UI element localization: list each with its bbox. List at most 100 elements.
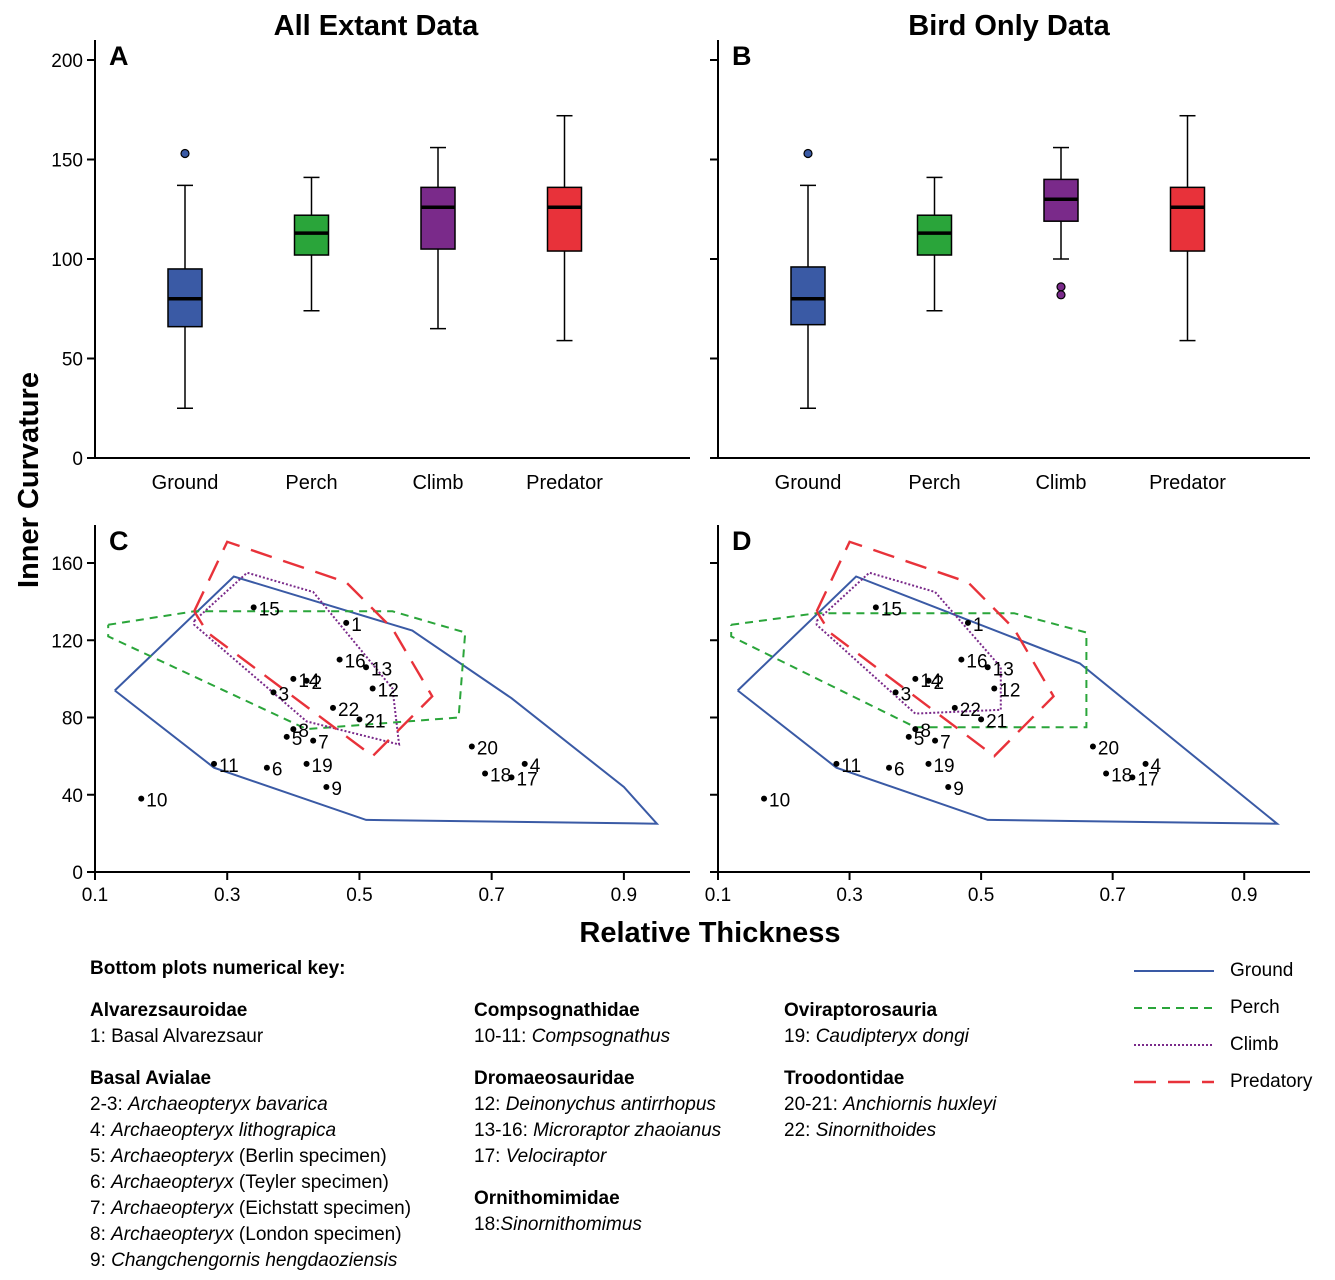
point-marker	[892, 689, 899, 696]
box-iqr	[1169, 186, 1206, 252]
specimen-point-19: 19	[303, 756, 333, 777]
x-tick-label: 0.1	[82, 885, 108, 906]
specimen-point-12: 12	[991, 681, 1020, 702]
key-entry: 22: Sinornithoides	[784, 1118, 996, 1144]
point-label: 7	[318, 733, 329, 754]
hull-predator	[193, 540, 434, 758]
point-marker	[925, 677, 932, 684]
key-entry: 8: Archaeopteryx (London specimen)	[90, 1222, 411, 1248]
key-entry: 10-11: Compsognathus	[474, 1024, 721, 1050]
y-tick-label: 80	[62, 709, 83, 730]
point-marker	[978, 716, 985, 723]
box-iqr	[546, 186, 583, 252]
key-title: Bottom plots numerical key:	[90, 958, 346, 979]
point-marker	[521, 760, 528, 767]
point-label: 21	[364, 711, 385, 732]
legend-item-predator: Predatory	[1134, 1063, 1312, 1100]
box-climb: Climb	[1035, 146, 1087, 494]
legend-swatch	[1134, 1043, 1214, 1046]
key-specimen: (London specimen)	[233, 1224, 402, 1245]
family-name: Troodontidae	[784, 1068, 905, 1089]
box-iqr	[790, 266, 826, 326]
x-tick-label: 0.3	[836, 885, 862, 906]
point-label: 14	[920, 671, 942, 692]
specimen-point-20: 20	[468, 738, 498, 759]
box-perch: Perch	[908, 176, 961, 494]
specimen-point-5: 5	[905, 729, 924, 750]
key-specimen: (Berlin specimen)	[233, 1146, 387, 1167]
key-number: 19:	[784, 1026, 816, 1047]
point-label: 22	[338, 700, 359, 721]
point-marker	[323, 784, 330, 791]
point-marker	[932, 737, 939, 744]
category-label: Perch	[285, 472, 337, 494]
key-taxon: Microraptor zhaoianus	[533, 1120, 722, 1141]
point-label: 15	[881, 599, 902, 620]
key-taxon: Archaeopteryx	[111, 1198, 234, 1219]
key-entry: 1: Basal Alvarezsaur	[90, 1024, 411, 1050]
y-axis-label: Inner Curvature	[13, 372, 45, 588]
legend-label: Ground	[1230, 959, 1294, 981]
key-number: 10-11:	[474, 1026, 532, 1047]
y-tick-label: 0	[72, 863, 83, 884]
key-taxon: Archaeopteryx	[111, 1224, 234, 1245]
point-label: 20	[477, 738, 498, 759]
panel-label: B	[732, 41, 752, 71]
point-marker	[283, 733, 290, 740]
hull-ground	[737, 575, 1280, 825]
point-marker	[330, 704, 336, 711]
hull-perch	[107, 610, 467, 731]
point-marker	[363, 664, 370, 671]
outlier-point	[1056, 282, 1066, 292]
key-number: 9:	[90, 1250, 112, 1271]
outlier-point	[1056, 290, 1066, 300]
specimen-point-21: 21	[356, 711, 386, 732]
specimen-point-13: 13	[363, 659, 392, 680]
point-marker	[958, 656, 965, 663]
specimen-point-3: 3	[270, 684, 289, 705]
legend-swatch	[1134, 1006, 1214, 1009]
point-marker	[343, 619, 350, 626]
legend-item-ground: Ground	[1134, 952, 1312, 989]
point-label: 18	[490, 766, 511, 787]
y-tick-label: 120	[51, 631, 83, 652]
specimen-point-20: 20	[1089, 738, 1119, 759]
box-predator: Predator	[526, 114, 603, 494]
family-name: Alvarezsauroidae	[90, 1000, 248, 1021]
specimen-point-11: 11	[833, 756, 861, 777]
specimen-point-10: 10	[138, 791, 167, 812]
family-name: Ornithomimidae	[474, 1188, 620, 1209]
point-label: 1	[351, 615, 362, 636]
point-label: 16	[345, 652, 366, 673]
key-taxon: Archaeopteryx	[111, 1172, 234, 1193]
legend-swatch	[1134, 969, 1214, 972]
key-taxon: Velociraptor	[505, 1146, 607, 1167]
key-taxon: Sinornithoides	[815, 1120, 937, 1141]
specimen-point-1: 1	[343, 615, 362, 636]
family-name: Basal Avialae	[90, 1068, 212, 1089]
key-family: Dromaeosauridae 12: Deinonychus antirrhop…	[474, 1066, 721, 1170]
key-entry: 4: Archaeopteryx lithograpica	[90, 1118, 411, 1144]
specimen-point-3: 3	[892, 684, 911, 705]
key-number: 7:	[90, 1198, 112, 1219]
point-marker	[482, 770, 489, 777]
point-marker	[138, 795, 145, 802]
point-marker	[761, 795, 768, 802]
key-entry: 5: Archaeopteryx (Berlin specimen)	[90, 1144, 411, 1170]
key-entry: 13-16: Microraptor zhaoianus	[474, 1118, 721, 1144]
point-label: 10	[146, 791, 167, 812]
specimen-point-19: 19	[925, 756, 955, 777]
legend-label: Climb	[1230, 1033, 1279, 1055]
key-number: 22:	[784, 1120, 816, 1141]
specimen-point-4: 4	[1142, 756, 1162, 777]
point-marker	[872, 604, 879, 611]
y-tick-label: 50	[62, 350, 83, 371]
category-label: Ground	[775, 472, 842, 494]
y-tick-label: 200	[51, 51, 83, 72]
specimen-point-6: 6	[263, 760, 282, 781]
specimen-point-16: 16	[336, 652, 366, 673]
title-a: All Extant Data	[274, 10, 480, 42]
point-label: 17	[517, 769, 538, 790]
legend: Ground Perch Climb Predatory	[1134, 952, 1312, 1100]
